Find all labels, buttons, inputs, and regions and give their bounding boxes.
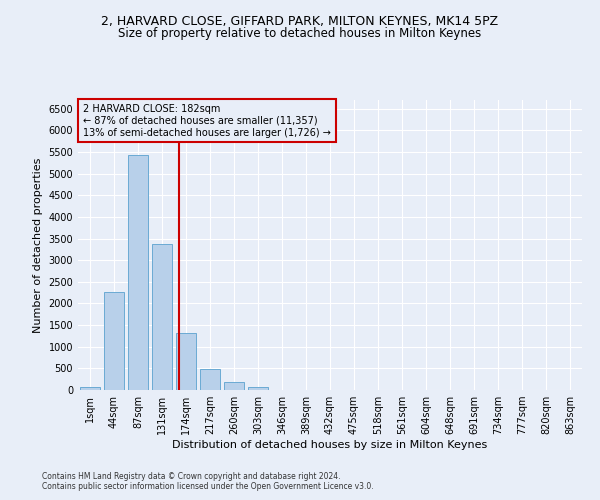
Bar xyxy=(152,244,172,390)
Bar xyxy=(80,388,100,390)
Text: Contains public sector information licensed under the Open Government Licence v3: Contains public sector information licen… xyxy=(42,482,374,491)
Text: Size of property relative to detached houses in Milton Keynes: Size of property relative to detached ho… xyxy=(118,28,482,40)
Text: 2, HARVARD CLOSE, GIFFARD PARK, MILTON KEYNES, MK14 5PZ: 2, HARVARD CLOSE, GIFFARD PARK, MILTON K… xyxy=(101,15,499,28)
X-axis label: Distribution of detached houses by size in Milton Keynes: Distribution of detached houses by size … xyxy=(172,440,488,450)
Bar xyxy=(224,382,244,390)
Bar xyxy=(248,387,268,390)
Y-axis label: Number of detached properties: Number of detached properties xyxy=(33,158,43,332)
Bar xyxy=(200,369,220,390)
Bar xyxy=(128,156,148,390)
Bar xyxy=(176,334,196,390)
Text: Contains HM Land Registry data © Crown copyright and database right 2024.: Contains HM Land Registry data © Crown c… xyxy=(42,472,341,481)
Bar xyxy=(104,292,124,390)
Text: 2 HARVARD CLOSE: 182sqm
← 87% of detached houses are smaller (11,357)
13% of sem: 2 HARVARD CLOSE: 182sqm ← 87% of detache… xyxy=(83,104,331,138)
